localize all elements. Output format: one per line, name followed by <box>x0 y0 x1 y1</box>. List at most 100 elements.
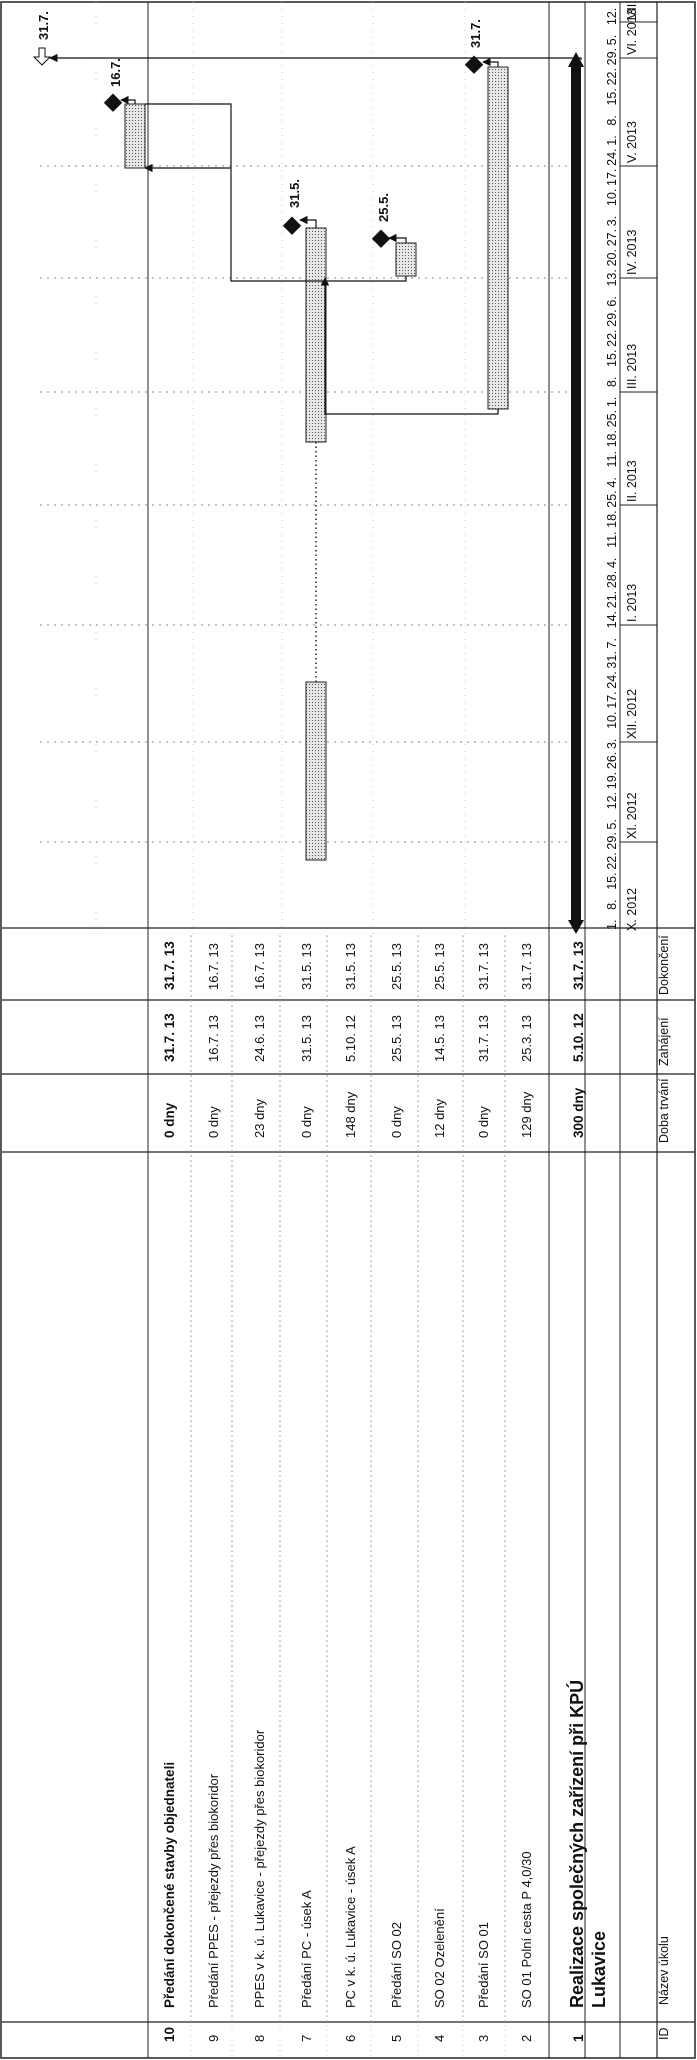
cell-name: Realizace společných zařízení při KPÚ <box>566 1680 587 2008</box>
timescale-week-label: 18. <box>605 430 619 447</box>
cell-start: 25.3. 13 <box>519 1015 534 1062</box>
cell-id: 3 <box>476 2035 491 2042</box>
timescale-month-label: VII. 2013 <box>625 0 639 19</box>
milestone-task-7 <box>282 216 302 235</box>
cell-name: Předání SO 02 <box>389 1922 404 2008</box>
timescale-week-label: 1. <box>605 397 619 407</box>
cell-id: 6 <box>343 2035 358 2042</box>
cell-duration: 300 dny <box>571 1087 586 1138</box>
timescale-month-label: V. 2013 <box>625 121 639 163</box>
timescale-week-label: 18. <box>605 510 619 527</box>
cell-duration: 0 dny <box>389 1106 404 1138</box>
summary-bar <box>571 65 581 920</box>
timescale-month-label: III. 2013 <box>625 344 639 389</box>
milestone-label-task-3: 31.7. <box>468 19 483 48</box>
cell-name: Předání SO 01 <box>476 1922 491 2008</box>
cell-duration: 23 dny <box>252 1098 267 1138</box>
timescale-week-label: 1. <box>605 920 619 930</box>
milestone-task-9 <box>103 93 123 112</box>
col-header-id: ID <box>657 2028 671 2041</box>
timescale-week-label: 17. <box>605 169 619 186</box>
col-header-finish: Dokončení <box>657 935 671 995</box>
cell-finish: 31.7. 13 <box>519 943 534 990</box>
timescale-week-label: 7. <box>605 638 619 648</box>
cell-id: 2 <box>519 2035 534 2042</box>
timescale-week-label: 14. <box>605 611 619 628</box>
cell-finish: 16.7. 13 <box>252 943 267 990</box>
cell-duration: 0 dny <box>476 1106 491 1138</box>
bar-task-4 <box>395 242 417 277</box>
timescale-week-label: 24. <box>605 671 619 688</box>
milestone-label-task-5: 25.5. <box>376 193 391 222</box>
timescale-week-label: 10. <box>605 712 619 729</box>
timescale-week-label: 31. <box>605 651 619 668</box>
timescale-week-label: 13. <box>605 269 619 286</box>
cell-id: 7 <box>299 2035 314 2042</box>
timescale: X. 2012 XI. 2012 XII. 2012 I. 2013 II. 2013 I… <box>40 0 657 934</box>
cell-start: 31.7. 13 <box>476 1015 491 1062</box>
cell-name: SO 01 Polní cesta P 4,0/30 <box>519 1851 534 2008</box>
timescale-week-label: 15. <box>605 872 619 889</box>
timescale-month-label: I. 2013 <box>625 584 639 622</box>
timescale-month-label: XII. 2012 <box>625 689 639 739</box>
cell-start: 14.5. 13 <box>432 1015 447 1062</box>
bar-task-6b <box>305 681 327 861</box>
timescale-week-label: 22. <box>605 68 619 85</box>
gantt-area: 31.7. 25.5. 31.5. 16.7. 31.7. <box>32 11 584 934</box>
summary-end-cap <box>568 52 584 67</box>
cell-finish: 25.5. 13 <box>432 943 447 990</box>
cell-id: 5 <box>389 2035 404 2042</box>
timescale-week-label: 8. <box>605 899 619 909</box>
milestone-label-task-9: 16.7. <box>108 58 123 87</box>
cell-start: 16.7. 13 <box>206 1015 221 1062</box>
timescale-week-label: 20. <box>605 249 619 266</box>
timescale-week-label: 15. <box>605 88 619 105</box>
task-rows <box>95 2 506 2058</box>
col-header-start: Zahájení <box>657 1017 671 1066</box>
bar-task-6a <box>305 227 327 443</box>
cell-name-line2: Lukavice <box>589 1931 609 2008</box>
timescale-week-label: 24. <box>605 148 619 165</box>
timescale-month-label: II. 2013 <box>625 460 639 502</box>
timescale-week-label: 4. <box>605 477 619 487</box>
milestone-label-task-10: 31.7. <box>36 11 51 40</box>
cell-id: 10 <box>162 2027 177 2042</box>
col-header-duration: Doba trvání <box>657 1078 671 1143</box>
cell-start: 31.7. 13 <box>162 1013 177 1062</box>
cell-finish: 31.5. 13 <box>343 943 358 990</box>
timescale-week-label: 3. <box>605 216 619 226</box>
timescale-week-label: 22. <box>605 852 619 869</box>
timescale-week-label: 17. <box>605 691 619 708</box>
timescale-week-label: 5. <box>605 35 619 45</box>
cell-duration: 148 dny <box>343 1091 358 1138</box>
milestone-task-3 <box>464 55 484 74</box>
col-header-name: Název úkolu <box>657 1936 671 2005</box>
timescale-week-label: 21. <box>605 591 619 608</box>
timescale-week-label: 1. <box>605 135 619 145</box>
timescale-week-label: 22. <box>605 329 619 346</box>
cell-start: 5.10. 12 <box>571 1013 586 1062</box>
timescale-week-label: 10. <box>605 189 619 206</box>
timescale-week-label: 15. <box>605 350 619 367</box>
milestone-label-task-7: 31.5. <box>287 179 302 208</box>
cell-duration: 12 dny <box>432 1098 447 1138</box>
cell-duration: 0 dny <box>206 1106 221 1138</box>
bar-task-2 <box>487 66 509 410</box>
timescale-week-label: 26. <box>605 752 619 769</box>
timescale-month-label: IV. 2013 <box>625 230 639 275</box>
cell-finish: 31.7. 13 <box>571 941 586 990</box>
cell-name: SO 02 Ozelenění <box>432 1908 447 2008</box>
cell-finish: 31.5. 13 <box>299 943 314 990</box>
cell-duration: 129 dny <box>519 1091 534 1138</box>
cell-finish: 31.7. 13 <box>476 943 491 990</box>
timescale-week-label: 6. <box>605 296 619 306</box>
timescale-week-label: 27. <box>605 229 619 246</box>
timescale-month-label: XI. 2012 <box>625 792 639 839</box>
cell-id: 9 <box>206 2035 221 2042</box>
task-cells: 1 Realizace společných zařízení při KPÚ Lu… <box>162 941 609 2042</box>
cell-name: Předání PC - úsek A <box>299 1890 314 2008</box>
timescale-week-label: 29. <box>605 309 619 326</box>
timescale-week-label: 8. <box>605 377 619 387</box>
